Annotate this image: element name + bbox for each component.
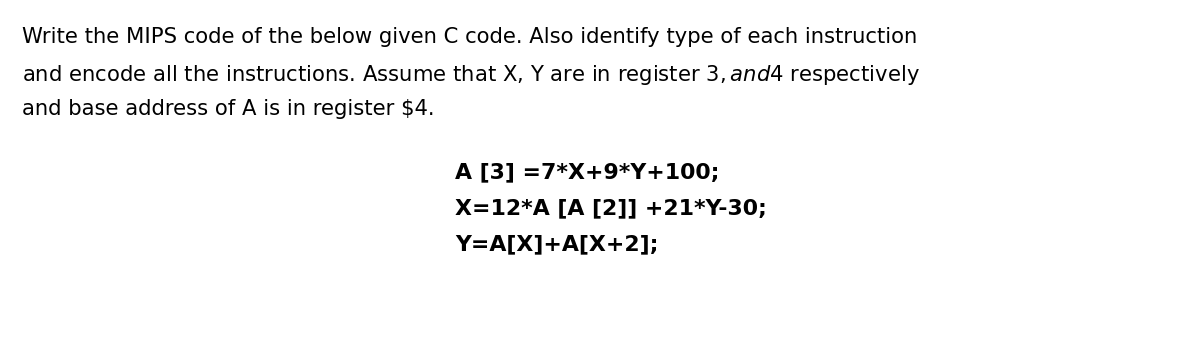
Text: Write the MIPS code of the below given C code. Also identify type of each instru: Write the MIPS code of the below given C… — [22, 27, 917, 47]
Text: and base address of A is in register $4.: and base address of A is in register $4. — [22, 99, 434, 119]
Text: X=12*A [A [2]] +21*Y-30;: X=12*A [A [2]] +21*Y-30; — [455, 198, 767, 218]
Text: A [3] =7*X+9*Y+100;: A [3] =7*X+9*Y+100; — [455, 162, 720, 182]
Text: Y=A[X]+A[X+2];: Y=A[X]+A[X+2]; — [455, 234, 659, 254]
Text: and encode all the instructions. Assume that X, Y are in register $3, and $4 res: and encode all the instructions. Assume … — [22, 63, 920, 87]
